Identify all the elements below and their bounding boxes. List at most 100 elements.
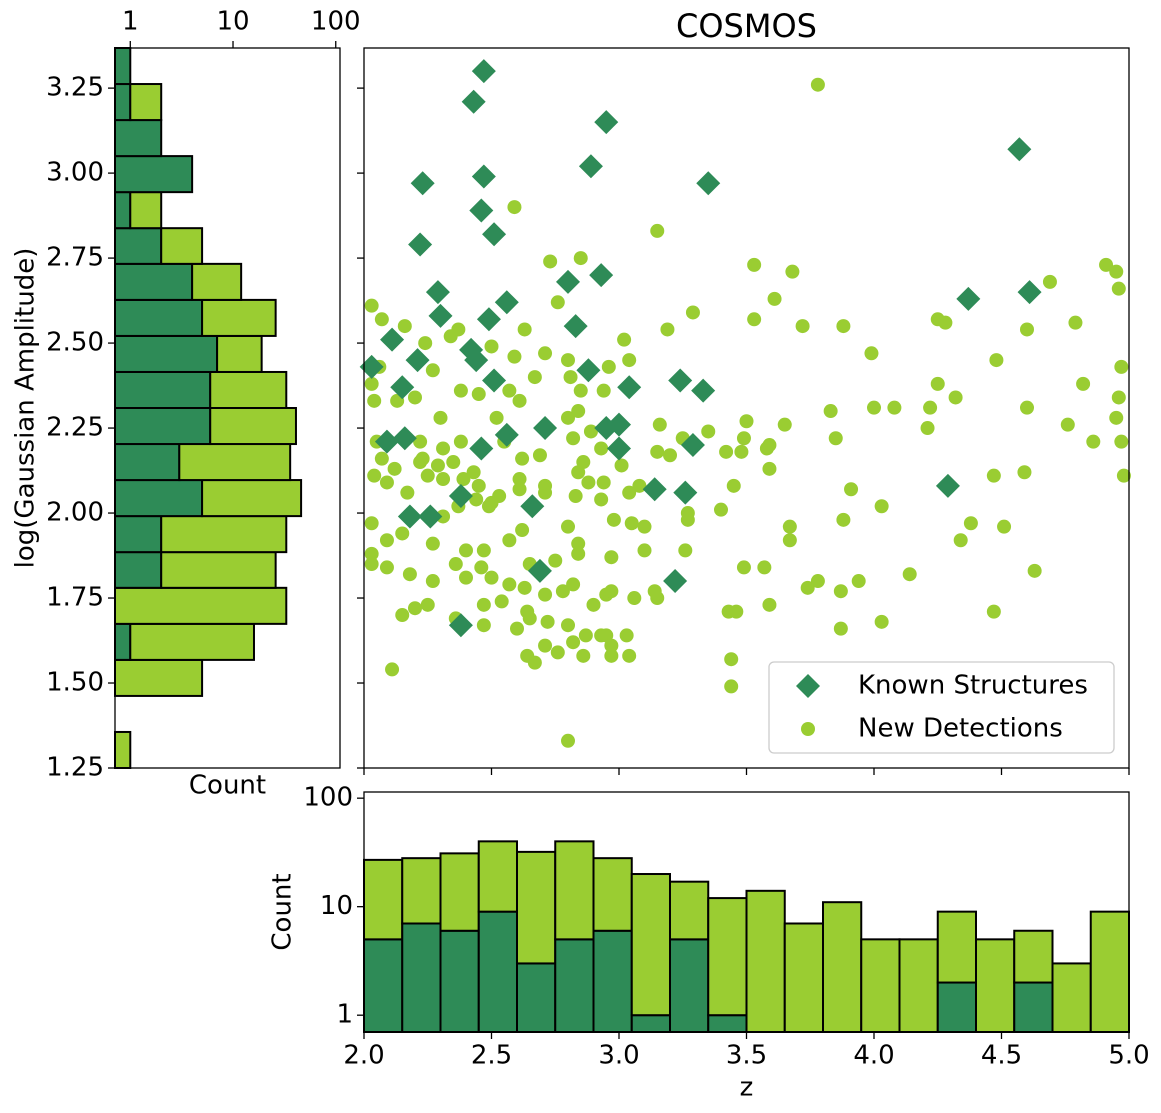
histogram-bar	[363, 938, 404, 1034]
histogram-bar	[114, 47, 132, 86]
circle-marker	[408, 390, 422, 405]
diamond-marker	[796, 674, 820, 698]
histogram-bar	[114, 83, 132, 122]
circle-marker	[420, 597, 435, 612]
histogram-bar	[114, 227, 163, 265]
circle-marker	[367, 468, 382, 483]
circle-marker	[724, 652, 739, 667]
plot-frame	[114, 47, 341, 769]
histogram-bar	[114, 262, 194, 301]
circle-marker	[515, 451, 530, 466]
circle-marker	[622, 353, 637, 368]
histogram-bar	[114, 191, 132, 230]
diamond-marker	[471, 164, 496, 189]
circle-marker	[459, 570, 473, 585]
diamond-marker	[680, 433, 705, 458]
circle-marker	[1109, 410, 1124, 425]
circle-marker	[571, 404, 586, 419]
circle-marker	[515, 523, 530, 538]
circle-marker	[364, 298, 379, 313]
circle-marker	[887, 400, 902, 415]
histogram-bar	[216, 334, 263, 373]
histogram-bar	[114, 551, 163, 589]
histogram-bar	[783, 922, 824, 1034]
circle-marker	[484, 495, 499, 510]
circle-marker	[561, 519, 575, 534]
circle-marker	[571, 546, 586, 561]
diamond-marker	[642, 477, 667, 502]
circle-marker	[652, 417, 667, 432]
circle-marker	[476, 618, 491, 633]
circle-marker	[374, 451, 389, 466]
circle-marker	[767, 291, 782, 306]
circle-marker	[538, 485, 553, 500]
histogram-bar	[129, 83, 163, 122]
diamond-marker	[410, 171, 435, 196]
circle-marker	[1017, 465, 1032, 480]
y-tick-label: 1.50	[46, 668, 104, 698]
circle-marker	[851, 574, 866, 589]
circle-marker	[596, 475, 611, 490]
circle-marker	[650, 223, 665, 238]
histogram-bar	[477, 910, 518, 1033]
circle-marker	[1116, 468, 1131, 483]
histogram-bar	[439, 929, 480, 1034]
histogram-bar	[114, 298, 204, 337]
circle-marker	[374, 312, 389, 327]
circle-marker	[782, 519, 797, 534]
circle-marker	[364, 546, 379, 561]
circle-marker	[561, 618, 575, 633]
circle-marker	[484, 570, 499, 585]
circle-marker	[828, 431, 843, 446]
histogram-bar	[114, 334, 219, 373]
circle-marker	[507, 349, 522, 364]
histogram-bar	[592, 929, 633, 1034]
circle-marker	[1027, 563, 1042, 578]
circle-marker	[1086, 434, 1101, 449]
y-tick-label: 3.00	[46, 158, 104, 188]
diamond-marker	[359, 354, 384, 379]
diamond-marker	[408, 232, 433, 257]
circle-marker	[1111, 281, 1126, 296]
diamond-marker	[380, 327, 405, 352]
diamond-marker	[1007, 137, 1032, 162]
diamond-marker	[397, 504, 422, 529]
diamond-marker	[448, 484, 473, 509]
histogram-bar	[630, 1014, 671, 1034]
circle-marker	[930, 376, 945, 391]
circle-marker	[364, 516, 379, 531]
y-axis-label: log(Gaussian Amplitude)	[11, 248, 41, 569]
circle-marker	[1114, 359, 1129, 374]
circle-marker	[627, 591, 642, 606]
circle-marker	[568, 489, 583, 504]
histogram-bar	[201, 298, 277, 337]
diamond-marker	[476, 307, 501, 332]
circle-marker	[1068, 315, 1083, 330]
circle-marker	[494, 594, 509, 609]
x-tick-label: 2.5	[471, 1041, 512, 1071]
diamond-marker	[673, 480, 698, 505]
histogram-bar	[201, 479, 303, 518]
circle-marker	[425, 574, 440, 589]
histogram-bar	[191, 262, 243, 301]
circle-marker	[637, 543, 652, 558]
histogram-bar	[477, 840, 518, 913]
diamond-marker	[448, 613, 473, 638]
diamond-marker	[405, 348, 430, 373]
circle-marker	[637, 519, 652, 534]
histogram-bar	[554, 938, 595, 1034]
histogram-bar	[114, 443, 181, 482]
circle-marker	[566, 635, 581, 650]
x-axis-label: Count	[189, 771, 266, 801]
circle-marker	[986, 604, 1001, 619]
circle-marker	[1076, 376, 1091, 391]
circle-marker	[573, 383, 588, 398]
circle-marker	[795, 319, 810, 334]
histogram-bar	[160, 515, 288, 554]
circle-marker	[502, 533, 517, 548]
diamond-marker	[696, 171, 721, 196]
y-tick-label: 2.50	[46, 328, 104, 358]
circle-marker	[400, 485, 415, 500]
circle-marker	[548, 553, 563, 568]
